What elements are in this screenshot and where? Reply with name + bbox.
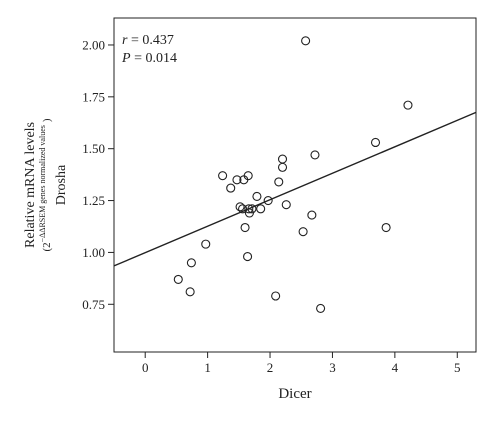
annotation-r-symbol: r bbox=[122, 33, 128, 48]
data-point bbox=[277, 154, 288, 164]
x-axis-ticks: 0 1 2 3 4 5 bbox=[142, 352, 461, 375]
y-tick-label: 1.00 bbox=[82, 245, 105, 260]
y-axis-title: Relative mRNA levels (2−ΔΔRSEM genes nor… bbox=[23, 118, 69, 251]
data-point bbox=[201, 239, 211, 249]
data-point bbox=[274, 177, 284, 187]
data-point bbox=[381, 222, 391, 233]
y-axis-title-line2-sup: −ΔΔRSEM genes normalized values bbox=[38, 125, 47, 242]
y-tick-label: 1.25 bbox=[82, 193, 105, 208]
x-tick-label: 1 bbox=[204, 360, 211, 375]
data-point bbox=[243, 252, 253, 262]
y-tick-label: 0.75 bbox=[82, 297, 105, 312]
x-tick-label: 0 bbox=[142, 360, 149, 375]
data-point bbox=[263, 196, 273, 206]
annotation-r: r = 0.437 bbox=[122, 33, 174, 48]
data-point bbox=[301, 36, 311, 46]
data-point bbox=[307, 210, 317, 220]
x-tick-label: 4 bbox=[392, 360, 399, 375]
y-axis-title-line2: (2−ΔΔRSEM genes normalized values) bbox=[38, 118, 53, 251]
annotation-p: P = 0.014 bbox=[121, 51, 177, 66]
data-point bbox=[235, 202, 245, 212]
annotation-r-value: = 0.437 bbox=[127, 33, 173, 48]
data-point bbox=[232, 175, 242, 185]
plot-frame bbox=[113, 17, 477, 353]
x-tick-label: 5 bbox=[454, 360, 461, 375]
data-point bbox=[298, 227, 308, 237]
y-axis-ticks: 0.75 1.00 1.25 1.50 1.75 2.00 bbox=[82, 37, 114, 312]
data-point bbox=[226, 183, 236, 193]
data-point bbox=[271, 291, 281, 301]
y-tick-label: 1.50 bbox=[82, 141, 105, 156]
data-point bbox=[281, 200, 291, 210]
x-tick-label: 3 bbox=[329, 360, 336, 375]
data-point bbox=[238, 204, 248, 214]
data-point bbox=[185, 287, 195, 297]
data-point bbox=[240, 222, 250, 233]
y-axis-title-line3: Drosha bbox=[54, 164, 69, 205]
data-point bbox=[252, 191, 262, 201]
x-axis-title: Dicer bbox=[278, 386, 311, 402]
data-points bbox=[173, 36, 413, 313]
annotation-p-value: = 0.014 bbox=[131, 51, 177, 66]
x-tick-label: 2 bbox=[267, 360, 274, 375]
y-tick-label: 2.00 bbox=[82, 37, 105, 52]
data-point bbox=[244, 204, 254, 214]
data-point bbox=[370, 137, 381, 148]
y-axis-title-line2-suffix: ) bbox=[41, 118, 53, 122]
data-point bbox=[186, 258, 196, 268]
y-tick-label: 1.75 bbox=[82, 89, 105, 104]
annotation-p-symbol: P bbox=[121, 51, 131, 66]
y-axis-title-line2-prefix: (2 bbox=[41, 242, 53, 251]
y-axis-title-line1: Relative mRNA levels bbox=[23, 122, 38, 248]
data-point bbox=[310, 150, 320, 160]
data-point bbox=[403, 100, 413, 110]
data-point bbox=[247, 204, 257, 214]
data-point bbox=[316, 303, 326, 313]
data-point bbox=[277, 162, 288, 172]
data-point bbox=[218, 171, 228, 181]
data-point bbox=[243, 171, 253, 181]
regression-line bbox=[113, 111, 477, 267]
data-point bbox=[256, 204, 266, 214]
data-point bbox=[173, 274, 183, 284]
